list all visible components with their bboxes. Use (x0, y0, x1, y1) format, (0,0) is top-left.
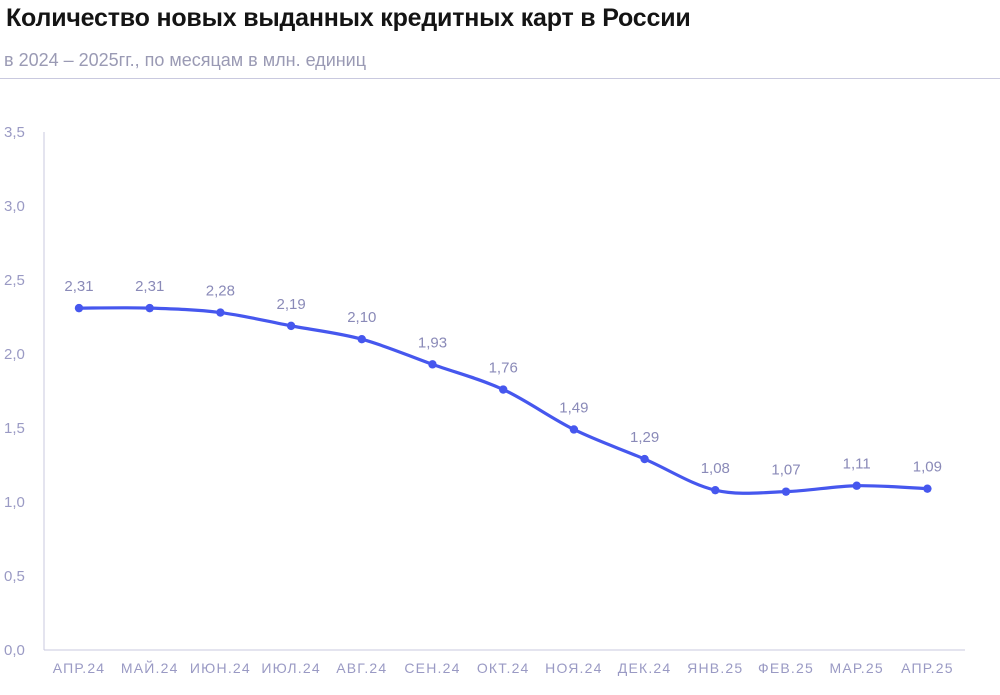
x-tick-label: АВГ.24 (336, 660, 387, 676)
data-label: 1,49 (559, 399, 588, 416)
data-label: 1,07 (771, 462, 800, 479)
x-tick-label: ИЮН.24 (190, 660, 251, 676)
data-point (923, 484, 932, 493)
data-label: 2,31 (64, 278, 93, 295)
data-labels: 2,31 2,31 2,28 2,19 2,10 1,93 1,76 1,49 1,29 1,08… (64, 278, 942, 479)
data-point (569, 425, 579, 434)
x-tick-label: СЕН.24 (404, 660, 460, 676)
x-axis: АПР.24 МАЙ.24 ИЮН.24 ИЮЛ.24 АВГ.24 СЕН.24 ОКТ.… (44, 649, 965, 676)
data-point (852, 481, 861, 490)
data-label: 2,10 (347, 309, 376, 326)
data-point (357, 335, 366, 344)
y-tick-label: 3,5 (4, 124, 25, 141)
y-axis: 0,0 0,5 1,0 1,5 2,0 2,5 3,0 3,5 (4, 124, 45, 659)
chart-title: Количество новых выданных кредитных карт… (6, 4, 691, 32)
data-point (499, 385, 508, 394)
chart-subtitle: в 2024 – 2025гг., по месяцам в млн. един… (4, 50, 367, 70)
y-tick-label: 3,0 (4, 198, 25, 215)
data-label: 1,29 (630, 429, 659, 446)
data-point (711, 485, 720, 495)
data-point (74, 303, 84, 313)
data-label: 2,31 (135, 278, 164, 295)
data-point (286, 321, 296, 331)
x-tick-label: НОЯ.24 (545, 660, 602, 676)
data-point (640, 454, 649, 464)
y-tick-label: 1,0 (4, 494, 25, 511)
data-label: 2,28 (206, 283, 235, 300)
x-tick-label: МАЙ.24 (121, 659, 179, 676)
data-point (781, 487, 791, 496)
x-tick-label: ОКТ.24 (477, 660, 530, 676)
y-tick-label: 0,5 (4, 568, 25, 585)
y-tick-label: 2,0 (4, 346, 25, 363)
data-label: 1,93 (418, 334, 447, 351)
x-tick-label: ИЮЛ.24 (261, 660, 320, 676)
x-tick-label: МАР.25 (830, 660, 884, 676)
x-tick-label: ДЕК.24 (618, 660, 672, 676)
y-tick-label: 1,5 (4, 420, 25, 437)
data-label: 1,08 (701, 460, 730, 477)
data-point (216, 308, 225, 317)
data-point (145, 303, 154, 313)
data-point (428, 360, 437, 369)
data-label: 1,76 (489, 360, 518, 377)
y-tick-label: 0,0 (4, 642, 25, 659)
data-label: 2,19 (276, 296, 305, 313)
header-divider (0, 78, 1000, 79)
x-tick-label: АПР.25 (901, 660, 954, 676)
x-tick-label: ЯНВ.25 (687, 660, 743, 676)
data-label: 1,11 (843, 456, 871, 473)
data-points (74, 303, 932, 496)
y-tick-label: 2,5 (4, 272, 25, 289)
x-tick-label: ФЕВ.25 (758, 660, 814, 676)
data-label: 1,09 (913, 459, 942, 476)
x-tick-label: АПР.24 (53, 660, 106, 676)
